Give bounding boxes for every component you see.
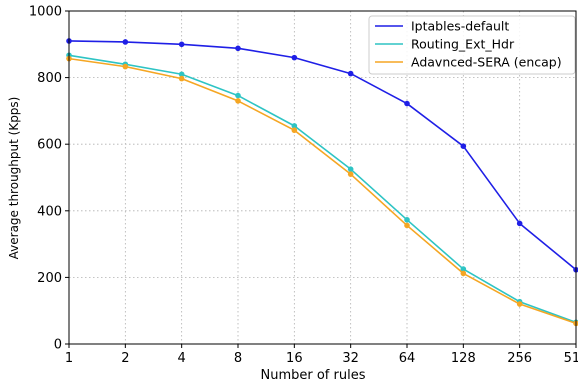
data-point [347,171,354,177]
y-axis-label: Average throughput (Kpps) [7,97,21,260]
x-tick-label: 4 [178,351,186,366]
data-point [235,45,241,52]
data-point [347,166,354,172]
data-point [404,222,410,229]
data-point [178,41,185,48]
x-tick-label: 256 [507,351,532,366]
data-point [178,75,185,82]
series-2 [66,52,578,326]
series-line [68,40,577,271]
y-tick-label: 600 [37,138,62,153]
data-point [460,266,467,272]
legend-label: Adavnced-SERA (encap) [411,55,562,70]
x-tick-label: 2 [121,351,129,366]
data-point [291,127,298,134]
data-point [516,301,523,307]
data-point [291,54,298,61]
data-point [404,216,410,223]
data-point [178,71,185,78]
legend: Iptables-default Routing_Ext_Hdr Adavnced-… [368,15,576,75]
x-tick-label: 16 [286,351,303,366]
x-tick-label: 128 [451,351,476,366]
grid-lines [69,11,576,344]
data-point [291,123,298,129]
legend-box [368,15,576,75]
y-tick-label: 400 [37,204,62,219]
x-tick-label: 8 [234,351,242,366]
data-point [235,98,241,104]
legend-label: Iptables-default [411,19,509,34]
data-point [235,92,241,99]
y-tick-label: 800 [37,71,62,86]
axes: 1 2 4 8 16 32 64 128 256 512 0 200 400 600 800 1000 [29,5,578,367]
series-line [68,57,577,325]
data-point [460,143,467,149]
y-tick-label: 200 [37,271,62,286]
data-point [404,100,410,107]
x-tick-label: 64 [399,351,416,366]
legend-label: Routing_Ext_Hdr [411,37,515,52]
plot-frame [68,10,577,345]
x-tick-label: 32 [342,351,359,366]
data-point [122,39,129,45]
data-point [460,270,467,277]
x-tick-label: 1 [65,351,73,366]
series-1 [66,38,578,273]
series-lines [66,38,578,327]
x-tick-label: 512 [564,351,578,366]
data-point [122,63,129,70]
y-tick-label: 0 [54,338,62,353]
data-point [516,220,523,227]
series-line [68,54,577,324]
series-3 [66,55,578,327]
x-axis-label: Number of rules [261,368,366,381]
data-point [347,70,354,77]
y-tick-label: 1000 [29,5,62,20]
